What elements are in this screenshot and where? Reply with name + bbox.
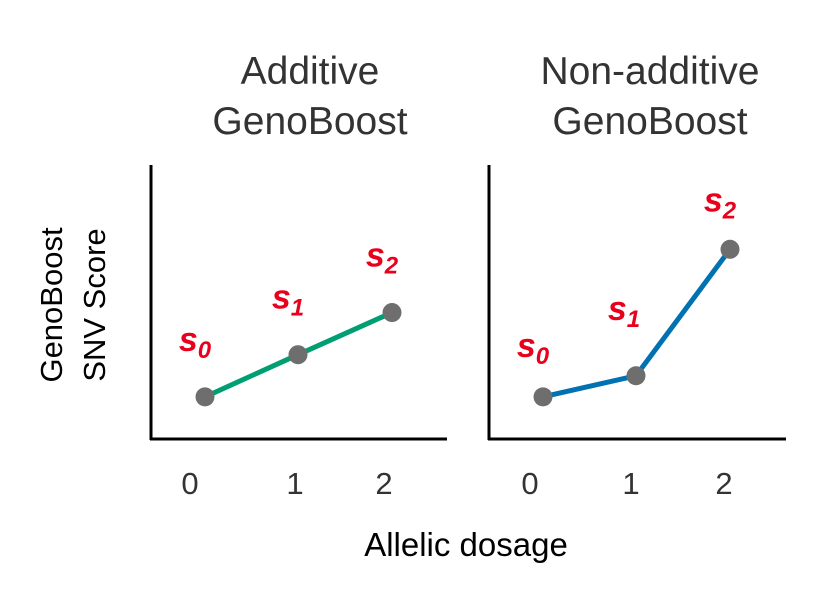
point-label-subscript: 2	[722, 197, 737, 224]
point-label-subscript: 1	[627, 306, 640, 333]
y-axis-label: GenoBoost SNV Score	[34, 227, 112, 382]
x-tick-label-2: 2	[375, 466, 392, 501]
point-label-1: s1	[272, 279, 304, 322]
point-label-2: s2	[704, 181, 737, 224]
panel-title-line-1: Non-additive	[541, 50, 760, 93]
point-label-base: s	[517, 327, 536, 365]
y-axis-label-line-2: SNV Score	[77, 228, 112, 381]
point-label-base: s	[366, 237, 385, 275]
point-label-subscript: 0	[536, 343, 550, 370]
point-label-2: s2	[366, 237, 399, 280]
point-label-0: s0	[517, 327, 550, 370]
data-point-1	[288, 345, 308, 365]
panel-title-line-2: GenoBoost	[552, 100, 747, 143]
x-tick-label-2: 2	[715, 466, 732, 501]
point-label-1: s1	[608, 290, 640, 333]
point-label-base: s	[179, 321, 198, 359]
point-label-subscript: 1	[291, 295, 304, 322]
point-label-0: s0	[179, 321, 212, 364]
point-label-base: s	[608, 290, 627, 328]
x-tick-label-0: 0	[181, 466, 198, 501]
y-axis-label-line-1: GenoBoost	[34, 227, 69, 382]
x-tick-label-1: 1	[286, 466, 303, 501]
data-point-0	[195, 387, 215, 407]
x-axis-label: Allelic dosage	[364, 526, 568, 563]
data-point-0	[533, 387, 553, 407]
point-label-base: s	[704, 181, 723, 219]
point-label-subscript: 2	[384, 253, 399, 280]
panel-title-line-2: GenoBoost	[212, 100, 407, 143]
point-label-subscript: 0	[198, 337, 212, 364]
data-point-2	[720, 239, 740, 259]
x-tick-label-0: 0	[521, 466, 538, 501]
data-point-1	[626, 366, 646, 386]
point-label-base: s	[272, 279, 291, 317]
panel-title-line-1: Additive	[241, 50, 380, 93]
x-tick-label-1: 1	[622, 466, 639, 501]
data-point-2	[382, 303, 402, 323]
